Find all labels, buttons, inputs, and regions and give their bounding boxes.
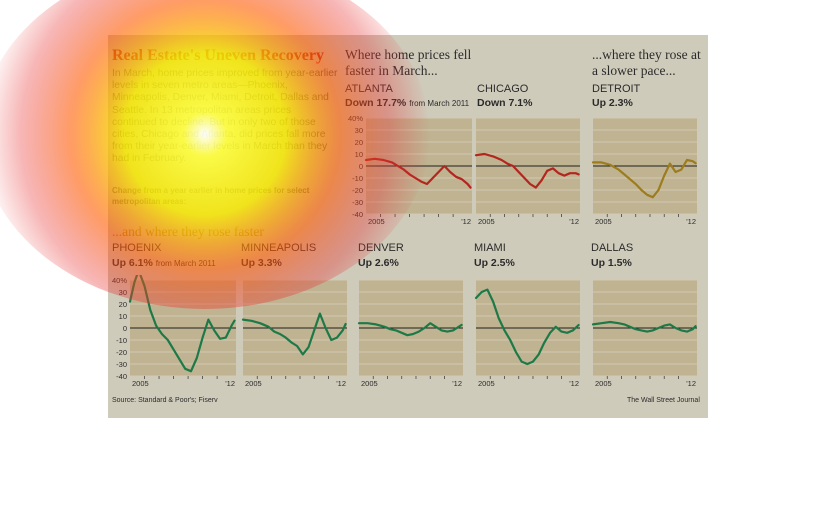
change-label-detroit: Up 2.3% [592, 97, 633, 109]
series-line [357, 322, 463, 337]
chart-detroit: 2005 '12 [591, 117, 697, 226]
y-tick-label: 40% [348, 114, 363, 123]
y-tick-label: -20 [352, 186, 363, 195]
city-label-minneapolis: MINNEAPOLIS [241, 242, 317, 254]
chart-dallas: 2005 '12 [591, 279, 697, 388]
city-label-chicago: CHICAGO [477, 83, 529, 95]
y-tick-label: 20 [355, 138, 363, 147]
y-tick-label: 40% [112, 276, 127, 285]
y-tick-label: 0 [359, 162, 363, 171]
heading-falling: Where home prices fell faster in March..… [345, 47, 472, 78]
x-tick-label: 2005 [478, 379, 495, 388]
series-line [241, 312, 347, 356]
y-tick-label: -40 [116, 372, 127, 381]
chart-chicago: 2005 '12 [474, 117, 580, 226]
y-tick-label: -40 [352, 210, 363, 219]
change-label-atlanta: Down 17.7% from March 2011 [345, 97, 470, 109]
city-label-detroit: DETROIT [592, 83, 641, 95]
change-label-dallas: Up 1.5% [591, 257, 632, 269]
city-label-miami: MIAMI [474, 242, 506, 254]
x-tick-label: 2005 [478, 217, 495, 226]
x-tick-label: '12 [225, 379, 235, 388]
change-label-chicago: Down 7.1% [477, 97, 533, 109]
x-tick-label: '12 [336, 379, 346, 388]
y-tick-label: -30 [116, 360, 127, 369]
chart-phoenix: 40% 30 20 10 0 -10 -20 -30 -40 2005 '12 [112, 275, 236, 388]
x-tick-label: '12 [686, 217, 696, 226]
y-tick-label: -10 [352, 174, 363, 183]
chart-miami: 2005 '12 [474, 279, 580, 388]
heading-faster: ...and where they rose faster [112, 224, 264, 239]
x-tick-label: 2005 [361, 379, 378, 388]
credit-note: The Wall Street Journal [627, 397, 700, 404]
y-tick-label: -20 [116, 348, 127, 357]
chart-minneapolis: 2005 '12 [241, 279, 347, 388]
y-tick-label: 10 [355, 150, 363, 159]
change-label-miami: Up 2.5% [474, 257, 515, 269]
x-tick-label: '12 [452, 379, 462, 388]
city-label-phoenix: PHOENIX [112, 242, 162, 254]
x-tick-label: '12 [686, 379, 696, 388]
heading-slower: ...where they rose at a slower pace... [592, 47, 701, 78]
chart-atlanta: 40% 30 20 10 0 -10 -20 -30 -40 2005 '12 [348, 114, 472, 226]
y-tick-label: -30 [352, 198, 363, 207]
city-label-atlanta: ATLANTA [345, 83, 393, 95]
x-tick-label: 2005 [595, 379, 612, 388]
infographic-card: Real Estate's Uneven Recovery In March, … [108, 35, 708, 418]
change-label-denver: Up 2.6% [358, 257, 399, 269]
intro-paragraph: In March, home prices improved from year… [112, 68, 338, 165]
y-tick-label: -10 [116, 336, 127, 345]
city-label-denver: DENVER [358, 242, 404, 254]
series-line [591, 320, 697, 333]
chart-denver: 2005 '12 [357, 279, 463, 388]
series-line [474, 152, 580, 189]
x-tick-label: '12 [569, 379, 579, 388]
y-tick-label: 30 [355, 126, 363, 135]
chart-note: Change from a year earlier in home price… [112, 186, 310, 206]
y-tick-label: 30 [119, 288, 127, 297]
y-tick-label: 0 [123, 324, 127, 333]
x-tick-label: 2005 [368, 217, 385, 226]
change-label-minneapolis: Up 3.3% [241, 257, 282, 269]
y-tick-label: 20 [119, 300, 127, 309]
x-tick-label: '12 [461, 217, 471, 226]
x-tick-label: '12 [569, 217, 579, 226]
city-label-dallas: DALLAS [591, 242, 634, 254]
change-label-phoenix: Up 6.1% from March 2011 [112, 257, 216, 269]
x-tick-label: 2005 [245, 379, 262, 388]
x-tick-label: 2005 [132, 379, 149, 388]
x-tick-label: 2005 [595, 217, 612, 226]
series-line [591, 158, 697, 199]
series-line [474, 288, 580, 366]
source-note: Source: Standard & Poor's; Fiserv [112, 397, 218, 404]
y-tick-label: 10 [119, 312, 127, 321]
chart-title: Real Estate's Uneven Recovery [112, 47, 324, 64]
